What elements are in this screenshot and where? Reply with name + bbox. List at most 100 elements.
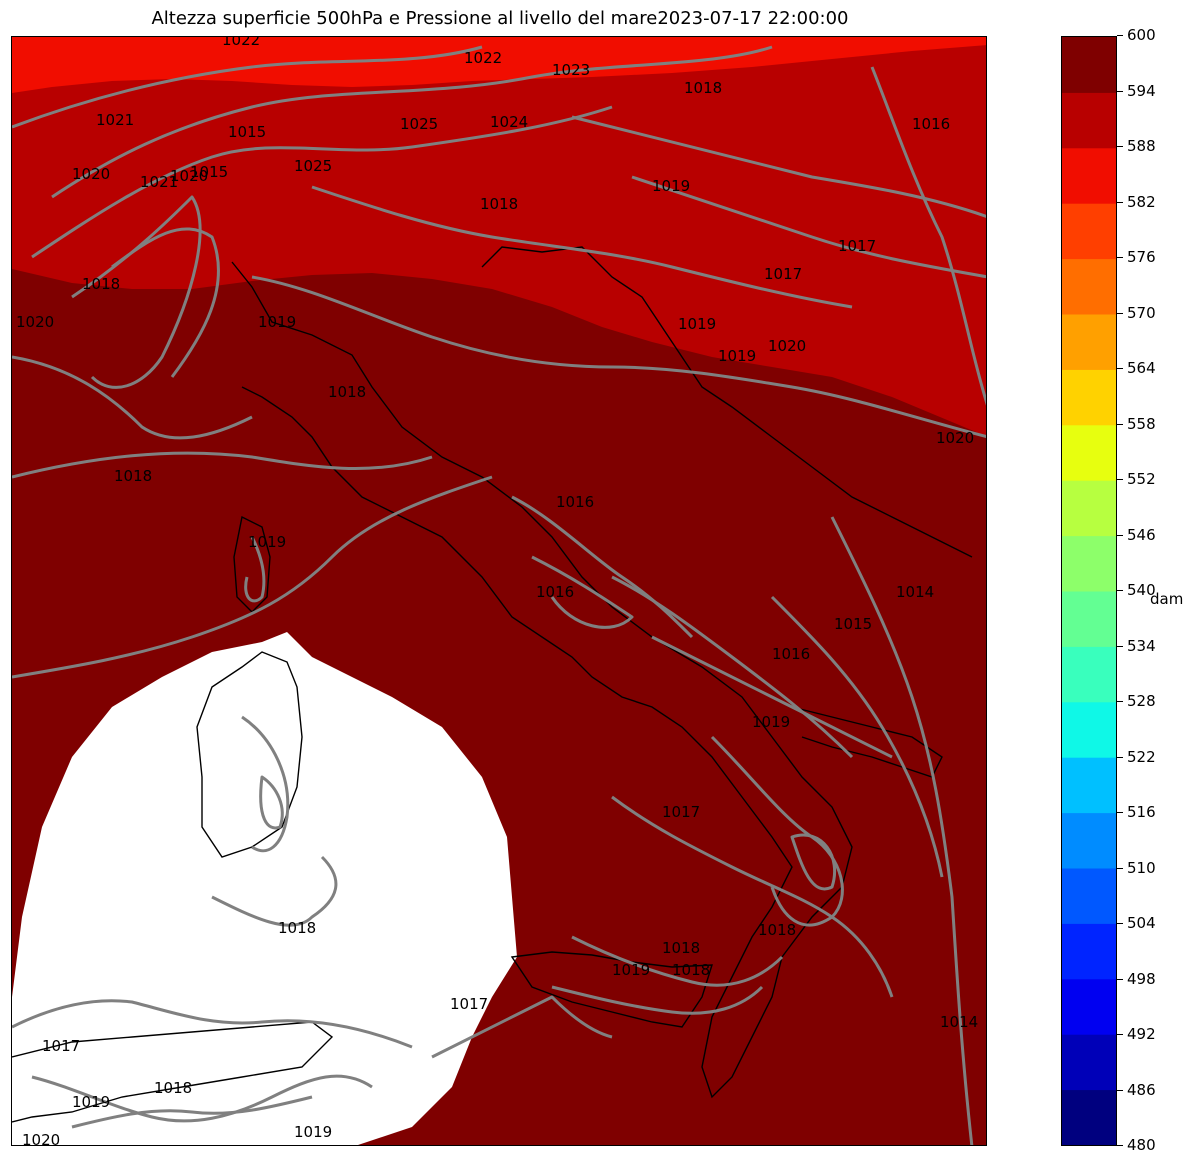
colorbar-tick-label: 594: [1127, 81, 1156, 100]
colorbar-tick-mark: [1117, 312, 1123, 314]
height-band-588-594: [12, 37, 986, 437]
colorbar-tick-mark: [1117, 534, 1123, 536]
isobar-label: 1014: [896, 583, 934, 601]
colorbar-tick-mark: [1117, 590, 1123, 591]
colorbar-band: [1062, 812, 1116, 869]
colorbar-tick-label: 510: [1127, 858, 1156, 877]
colorbar-band: [1062, 92, 1116, 149]
isobar-label: 1018: [328, 383, 366, 401]
colorbar-tick-mark: [1117, 701, 1123, 702]
colorbar-tick-mark: [1117, 923, 1123, 924]
colorbar-band: [1062, 203, 1116, 260]
colorbar-tick-mark: [1117, 479, 1123, 480]
isobar-label: 1018: [758, 921, 796, 939]
isobar-label: 1022: [464, 49, 502, 67]
colorbar-tick-label: 570: [1127, 303, 1156, 322]
colorbar-tick-mark: [1117, 756, 1123, 758]
colorbar-band: [1062, 868, 1116, 924]
colorbar-tick-mark: [1117, 867, 1123, 869]
isobar-label: 1015: [190, 163, 228, 181]
colorbar-tick-mark: [1117, 812, 1123, 813]
colorbar-band: [1062, 978, 1116, 1035]
colorbar-band: [1062, 258, 1116, 315]
isobar-label: 1018: [82, 275, 120, 293]
isobar-label: 1016: [556, 493, 594, 511]
isobar-label: 1016: [536, 583, 574, 601]
colorbar-tick-label: 498: [1127, 969, 1156, 988]
isobar-label: 1020: [768, 337, 806, 355]
isobar-label: 1018: [278, 919, 316, 937]
colorbar-tick-label: 516: [1127, 803, 1156, 821]
colorbar-tick-label: 582: [1127, 192, 1156, 211]
isobar-label: 1015: [228, 123, 266, 141]
colorbar-tick-mark: [1117, 1089, 1123, 1091]
isobar-label: 1018: [480, 195, 518, 213]
isobar-label: 1020: [72, 165, 110, 183]
colorbar-band: [1062, 147, 1116, 204]
colorbar-band: [1062, 591, 1116, 647]
isobar-label: 1017: [838, 237, 876, 255]
colorbar-tick-mark: [1117, 1034, 1123, 1035]
isobar-label: 1015: [834, 615, 872, 633]
colorbar-tick-mark: [1117, 368, 1123, 369]
isobar-label: 1018: [114, 467, 152, 485]
isobar-label: 1018: [662, 939, 700, 957]
colorbar-gradient: [1062, 37, 1116, 1145]
colorbar-tick-label: 600: [1127, 26, 1156, 44]
isobar-label: 1020: [22, 1131, 60, 1146]
colorbar-band: [1062, 757, 1116, 814]
isobar-label: 1014: [940, 1013, 978, 1031]
isobar-label: 1019: [678, 315, 716, 333]
isobar-label: 1017: [662, 803, 700, 821]
missing-data-area: [12, 632, 517, 1145]
colorbar-tick-label: 534: [1127, 636, 1156, 655]
isobar-label: 1019: [718, 347, 756, 365]
colorbar-tick-label: 522: [1127, 747, 1156, 766]
isobar-label: 1016: [772, 645, 810, 663]
map-panel[interactable]: 1022 1022 1023 1021 1018 1016 1024 1025 …: [11, 36, 987, 1146]
colorbar-tick-mark: [1117, 90, 1123, 92]
colorbar-tick-label: 552: [1127, 470, 1156, 488]
isobar-label: 1018: [672, 961, 710, 979]
colorbar-tick-mark: [1117, 201, 1123, 203]
colorbar-tick-label: 564: [1127, 359, 1156, 377]
colorbar-band: [1062, 1089, 1116, 1145]
colorbar-tick-label: 492: [1127, 1025, 1156, 1043]
colorbar-band: [1062, 535, 1116, 592]
isobar-label: 1019: [652, 177, 690, 195]
colorbar-tick-label: 504: [1127, 914, 1156, 932]
colorbar-band: [1062, 923, 1116, 980]
isobar-label: 1021: [96, 111, 134, 129]
colorbar-tick-label: 546: [1127, 525, 1156, 544]
colorbar-tick-mark: [1117, 146, 1123, 147]
colorbar-tick-label: 588: [1127, 137, 1156, 155]
colorbar-unit-label: dam: [1150, 590, 1184, 608]
isobar-label: 1017: [450, 995, 488, 1013]
colorbar-band: [1062, 424, 1116, 481]
isobar-label: 1020: [170, 167, 208, 185]
isobar-label: 1016: [912, 115, 950, 133]
colorbar-tick-mark: [1117, 35, 1123, 36]
colorbar-tick-label: 540: [1127, 581, 1156, 599]
colorbar-band: [1062, 37, 1116, 93]
isobar-label: 1023: [552, 61, 590, 79]
map-canvas: 1022 1022 1023 1021 1018 1016 1024 1025 …: [12, 37, 986, 1146]
colorbar-band: [1062, 480, 1116, 537]
isobar-label: 1019: [258, 313, 296, 331]
colorbar-band: [1062, 314, 1116, 370]
colorbar-tick-label: 558: [1127, 414, 1156, 433]
isobar-label: 1025: [294, 157, 332, 175]
isobar-label: 1017: [42, 1037, 80, 1055]
isobar-label: 1019: [72, 1093, 110, 1111]
isobars: [12, 45, 986, 1145]
colorbar-band: [1062, 646, 1116, 703]
isobar-label: 1024: [490, 113, 528, 131]
isobar-label: 1017: [764, 265, 802, 283]
isobar-labels: 1022 1022 1023 1021 1018 1016 1024 1025 …: [16, 37, 978, 1146]
colorbar-tick-mark: [1117, 645, 1123, 647]
colorbar-tick-mark: [1117, 1145, 1123, 1146]
colorbar-band: [1062, 369, 1116, 426]
isobar-label: 1019: [612, 961, 650, 979]
isobar-label: 1020: [16, 313, 54, 331]
colorbar-tick-mark: [1117, 978, 1123, 980]
